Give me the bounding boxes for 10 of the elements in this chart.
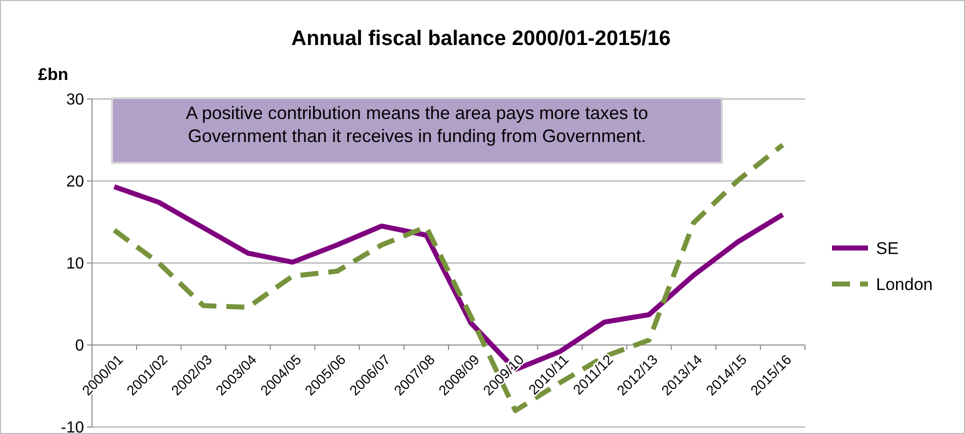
legend-label: London xyxy=(876,274,933,294)
y-axis-title: £bn xyxy=(38,65,68,84)
annotation: A positive contribution means the area pays more taxes to Government than it receives in funding from Government. xyxy=(186,103,648,146)
y-tick-label: 0 xyxy=(75,338,84,355)
y-tick-label: -10 xyxy=(60,420,84,434)
y-tick-label: 30 xyxy=(66,92,84,109)
legend-label: SE xyxy=(876,238,899,258)
chart-title: Annual fiscal balance 2000/01-2015/16 xyxy=(291,27,671,50)
y-tick-label: 10 xyxy=(66,256,84,273)
y-tick-label: 20 xyxy=(66,174,84,191)
